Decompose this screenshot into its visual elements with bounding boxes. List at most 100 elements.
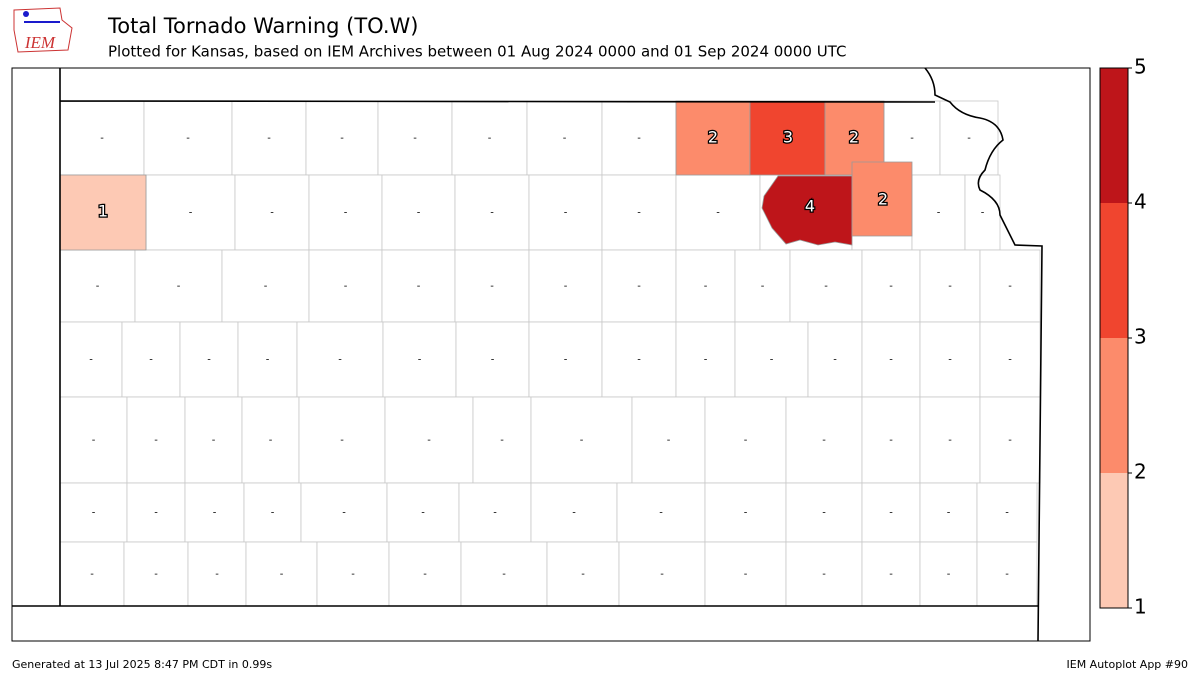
county — [241, 396, 300, 484]
no-data-label: - — [177, 281, 181, 292]
title: Total Tornado Warning (TO.W) — [107, 14, 418, 38]
no-data-label: - — [488, 133, 492, 144]
no-data-label: - — [269, 435, 273, 446]
no-data-label: - — [100, 133, 104, 144]
no-data-label: - — [564, 208, 568, 219]
county — [59, 396, 128, 484]
no-data-label: - — [581, 569, 585, 580]
no-data-label: - — [1008, 281, 1012, 292]
county — [300, 482, 388, 543]
no-data-label: - — [948, 281, 952, 292]
no-data-label: - — [889, 355, 893, 366]
county-value: 2 — [878, 190, 888, 209]
no-data-label: - — [212, 435, 216, 446]
county — [785, 396, 863, 484]
no-data-label: - — [340, 435, 344, 446]
colorbar-tick-label: 5 — [1134, 55, 1147, 79]
county — [243, 482, 302, 543]
no-data-label: - — [822, 435, 826, 446]
county — [245, 541, 318, 607]
map-frame — [11, 67, 1091, 642]
county — [308, 174, 383, 251]
county — [601, 174, 677, 251]
no-data-label: - — [704, 355, 708, 366]
county — [296, 321, 384, 398]
no-data-label: - — [564, 281, 568, 292]
county — [979, 396, 1041, 484]
no-data-label: - — [833, 355, 837, 366]
no-data-label: - — [948, 435, 952, 446]
county — [976, 482, 1038, 543]
county — [919, 249, 981, 323]
no-data-label: - — [89, 355, 93, 366]
no-data-label: - — [500, 435, 504, 446]
county — [305, 100, 379, 176]
no-data-label: - — [207, 355, 211, 366]
no-data-label: - — [637, 133, 641, 144]
no-data-label: - — [421, 508, 425, 519]
county — [861, 541, 921, 607]
county — [381, 249, 456, 323]
no-data-label: - — [1005, 569, 1009, 580]
no-data-label: - — [947, 569, 951, 580]
logo: IEM — [13, 7, 73, 53]
county — [231, 100, 307, 176]
no-data-label: - — [704, 281, 708, 292]
county — [530, 396, 633, 484]
no-data-label: - — [90, 569, 94, 580]
no-data-label: - — [1008, 355, 1012, 366]
no-data-label: - — [889, 569, 893, 580]
no-data-label: - — [822, 569, 826, 580]
subtitle: Plotted for Kansas, based on IEM Archive… — [108, 43, 846, 61]
no-data-label: - — [770, 355, 774, 366]
county — [472, 396, 532, 484]
no-data-label: - — [937, 208, 941, 219]
no-data-label: - — [660, 569, 664, 580]
county — [704, 482, 787, 543]
no-data-label: - — [502, 569, 506, 580]
county-fill — [851, 161, 913, 237]
no-data-label: - — [344, 281, 348, 292]
no-data-label: - — [92, 435, 96, 446]
no-data-label: - — [423, 569, 427, 580]
county — [911, 174, 966, 251]
no-data-label: - — [92, 508, 96, 519]
county — [964, 174, 1001, 251]
no-data-label: - — [271, 508, 275, 519]
counties: - - - - - - - - - - - - - - - - - - - - - - - - - - - - - - - - - - - - - - - -… — [59, 100, 1041, 607]
no-data-label: - — [351, 569, 355, 580]
county — [618, 541, 706, 607]
no-data-label: - — [427, 435, 431, 446]
county — [704, 396, 787, 484]
county-value: 2 — [708, 128, 718, 147]
county — [616, 482, 706, 543]
county — [631, 396, 706, 484]
county — [454, 174, 530, 251]
county — [919, 396, 981, 484]
no-data-label: - — [186, 133, 190, 144]
no-data-label: - — [659, 508, 663, 519]
county — [126, 396, 186, 484]
county — [316, 541, 390, 607]
no-data-label: - — [491, 355, 495, 366]
county — [979, 321, 1041, 398]
no-data-label: - — [280, 569, 284, 580]
no-data-label: - — [948, 355, 952, 366]
no-data-label: - — [564, 355, 568, 366]
county — [861, 321, 921, 398]
no-data-label: - — [637, 281, 641, 292]
no-data-label: - — [1005, 508, 1009, 519]
county — [458, 482, 532, 543]
no-data-label: - — [947, 508, 951, 519]
no-data-label: - — [822, 508, 826, 519]
county — [388, 541, 462, 607]
county — [308, 249, 383, 323]
no-data-label: - — [637, 355, 641, 366]
footer-right: IEM Autoplot App #90 — [1067, 658, 1189, 671]
county — [123, 541, 189, 607]
no-data-label: - — [744, 508, 748, 519]
no-data-label: - — [910, 133, 914, 144]
no-data-label: - — [981, 208, 985, 219]
colorbar-segment — [1100, 338, 1128, 473]
no-data-label: - — [189, 208, 193, 219]
